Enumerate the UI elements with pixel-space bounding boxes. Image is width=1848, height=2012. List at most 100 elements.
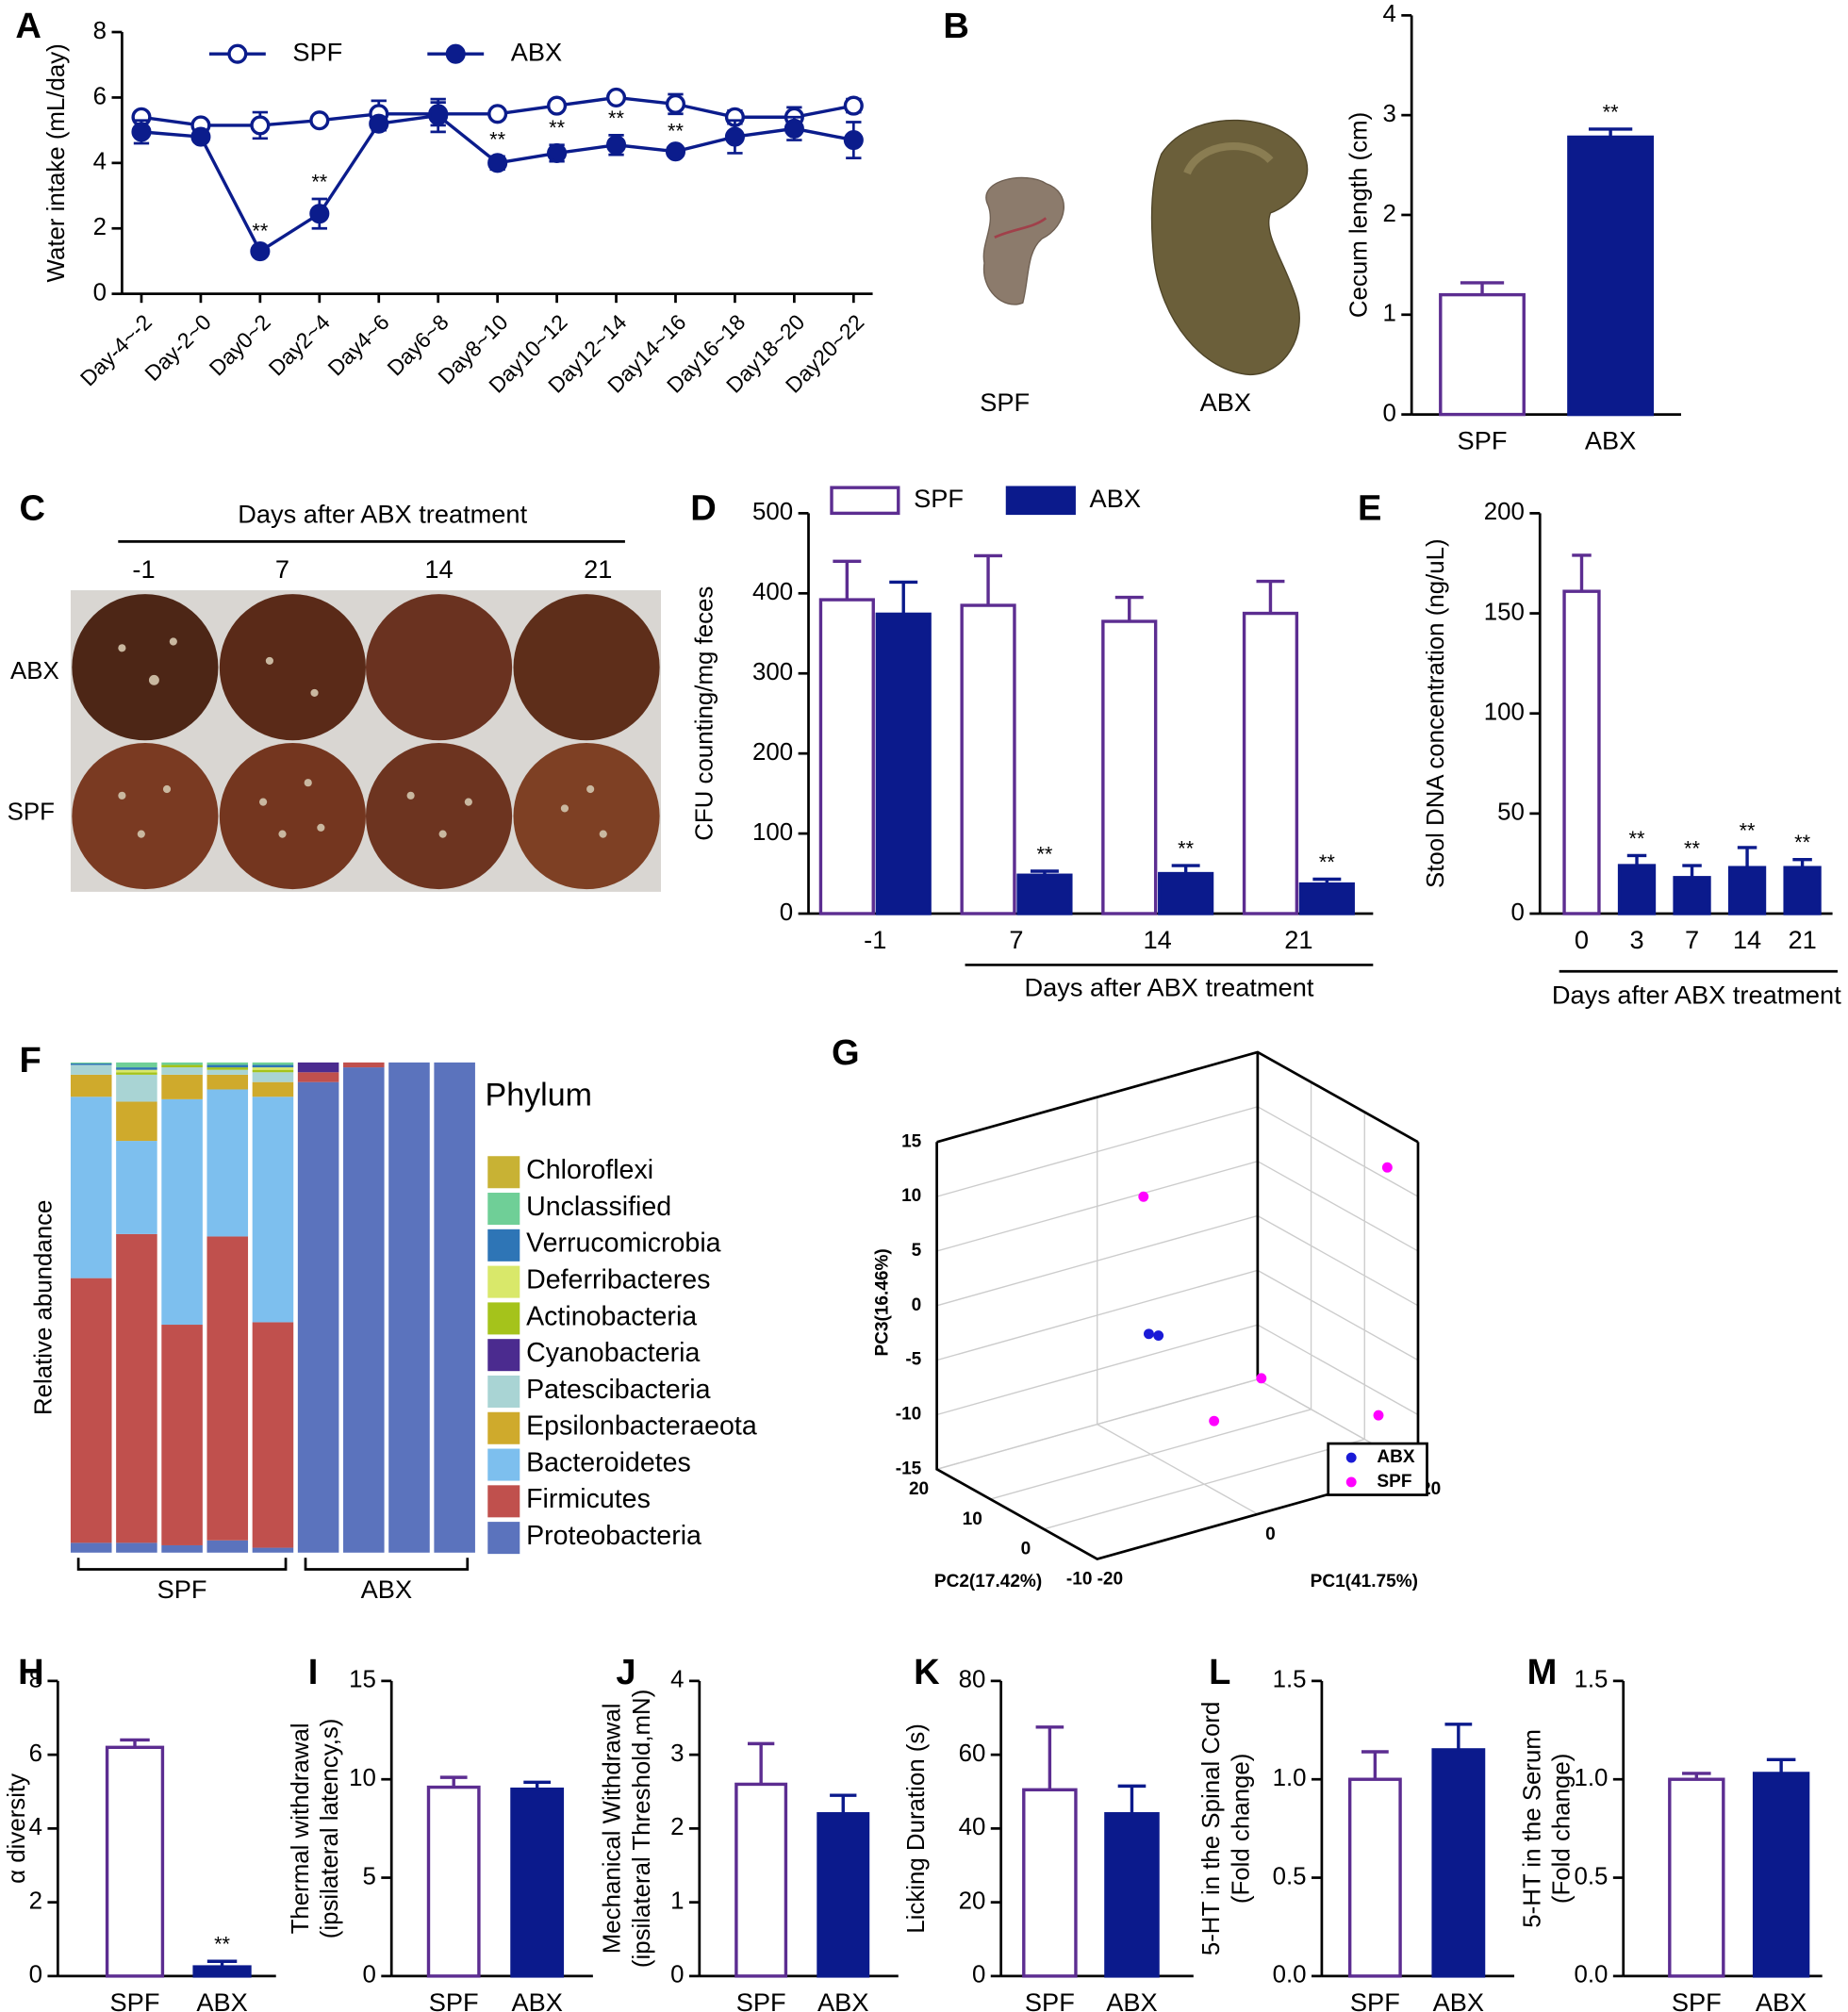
panel-label: K xyxy=(914,1653,940,1692)
z-tick-label: -15 xyxy=(896,1459,922,1478)
y-tick-label: 6 xyxy=(29,1740,42,1767)
point xyxy=(309,204,330,224)
legend-label: Epsilonbacteraeota xyxy=(526,1411,757,1442)
y-axis-label: PC2(17.42%) xyxy=(934,1572,1042,1591)
y-tick-label: 150 xyxy=(1484,599,1525,625)
bar-segment xyxy=(252,1064,294,1068)
legend-label: Deferribacteres xyxy=(526,1264,710,1295)
significance: ** xyxy=(668,120,684,143)
x-tick-label: 0 xyxy=(1575,925,1589,954)
y-tick-label: 50 xyxy=(1497,800,1525,826)
bar-segment xyxy=(206,1236,249,1541)
legend-swatch xyxy=(487,1229,520,1262)
y-axis-label: CFU counting/mg feces xyxy=(691,586,718,841)
bar-segment xyxy=(161,1067,203,1075)
bar-segment xyxy=(206,1089,249,1237)
z-tick-label: 5 xyxy=(912,1241,922,1261)
bar xyxy=(1668,1777,1725,1978)
bar-segment xyxy=(252,1072,294,1082)
legend-swatch xyxy=(1005,486,1076,516)
point xyxy=(190,126,211,147)
bar-segment xyxy=(70,1063,112,1065)
point xyxy=(309,110,330,131)
legend-label: Unclassified xyxy=(526,1192,671,1222)
y-tick-label: 0.0 xyxy=(1574,1962,1608,1988)
bar xyxy=(1242,611,1299,915)
cecum-photo: SPF ABX xyxy=(980,119,1309,417)
y-axis-label: (Fold change) xyxy=(1228,1754,1254,1904)
photo-label: SPF xyxy=(980,388,1030,417)
bar-segment xyxy=(252,1322,294,1548)
y-axis-label: (ipsilateral latency,s) xyxy=(317,1719,343,1939)
bar xyxy=(1158,871,1214,915)
y-tick-label: 40 xyxy=(959,1814,986,1840)
point xyxy=(843,130,864,151)
y-axis-label: Water intake (mL/day) xyxy=(43,43,70,282)
bar-segment xyxy=(206,1074,249,1090)
bar-segment xyxy=(161,1098,203,1326)
bar xyxy=(1431,1748,1486,1978)
point xyxy=(665,141,686,162)
error-bar xyxy=(974,553,1003,606)
bar-segment xyxy=(70,1542,112,1553)
bar-segment xyxy=(161,1544,203,1553)
y-tick-label: 0 xyxy=(93,279,107,305)
panel-label: J xyxy=(616,1653,635,1692)
bar xyxy=(426,1785,481,1978)
legend-label: Bacteroidetes xyxy=(526,1447,691,1477)
panel-label: B xyxy=(943,7,969,46)
legend-label: Proteobacteria xyxy=(526,1521,701,1551)
panel-label: I xyxy=(308,1653,319,1692)
column-label: 7 xyxy=(275,554,289,584)
bar-segment xyxy=(297,1081,339,1553)
x-tick-label: 0 xyxy=(1265,1525,1276,1544)
y-axis-label: Mechanical Withdrawal xyxy=(599,1704,625,1954)
bar xyxy=(1783,866,1822,915)
error-bar xyxy=(1572,553,1592,592)
y-tick-label: 1.5 xyxy=(1273,1667,1307,1693)
row-label: SPF xyxy=(8,800,55,826)
x-tick-label: SPF xyxy=(736,1987,786,2012)
x-tick-label: Day2~4 xyxy=(264,309,335,380)
point xyxy=(784,118,804,139)
x-axis-label: Days after ABX treatment xyxy=(1024,972,1313,1001)
group-bracket xyxy=(76,1558,288,1571)
bar-segment xyxy=(116,1067,157,1070)
bar-segment xyxy=(70,1064,112,1075)
plates-title: Days after ABX treatment xyxy=(238,499,527,528)
y-tick-label: 4 xyxy=(1382,1,1395,27)
bar-segment xyxy=(70,1278,112,1543)
legend-label: SPF xyxy=(1377,1472,1411,1492)
y-tick-label: 100 xyxy=(752,819,793,846)
legend-label: Firmicutes xyxy=(526,1484,651,1514)
significance: ** xyxy=(252,219,268,242)
error-bar xyxy=(1114,595,1144,622)
point xyxy=(843,95,864,116)
bar-segment xyxy=(116,1542,157,1553)
legend-swatch xyxy=(487,1448,520,1481)
bar-segment xyxy=(252,1069,294,1073)
grid-line xyxy=(935,1142,1098,1560)
panel-label: H xyxy=(18,1653,44,1692)
bar-segment xyxy=(116,1141,157,1234)
panel-label: F xyxy=(20,1041,41,1080)
significance: ** xyxy=(608,107,624,130)
legend-swatch xyxy=(487,1265,520,1298)
x-tick-label: ABX xyxy=(817,1987,868,2012)
bar-segment xyxy=(161,1325,203,1545)
x-tick-label: ABX xyxy=(1433,1987,1484,2012)
legend-swatch xyxy=(487,1375,520,1408)
bar-segment xyxy=(252,1062,294,1065)
point xyxy=(665,93,686,114)
bar-segment xyxy=(116,1074,157,1102)
bar-segment xyxy=(252,1067,294,1070)
y-tick-label: 0.5 xyxy=(1574,1863,1608,1889)
y-tick-label: 6 xyxy=(93,83,107,109)
x-tick-label: ABX xyxy=(511,1987,562,2012)
y-axis-label: 5-HT in the Spinal Cord xyxy=(1198,1702,1225,1956)
legend-marker xyxy=(1345,1452,1357,1463)
bar xyxy=(1562,589,1601,915)
legend-title: Phylum xyxy=(486,1078,592,1113)
bar-segment xyxy=(161,1064,203,1068)
